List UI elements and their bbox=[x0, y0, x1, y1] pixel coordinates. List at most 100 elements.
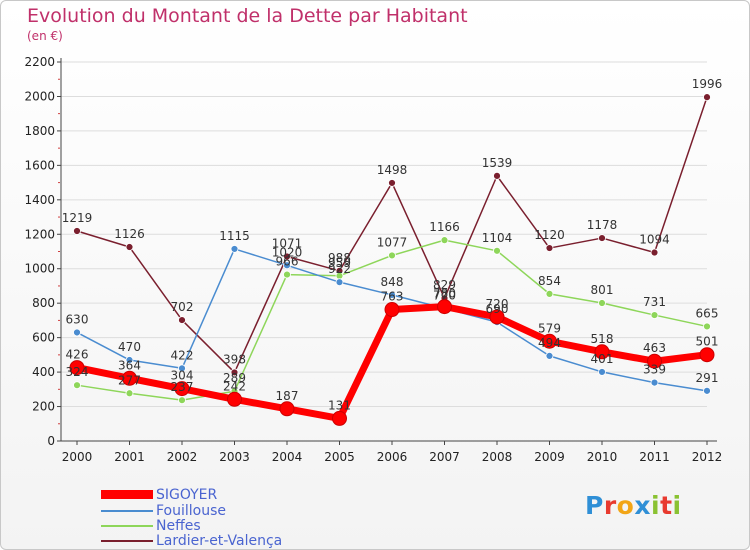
logo-letter: i bbox=[672, 491, 682, 520]
y-tick-label: 1000 bbox=[24, 262, 55, 276]
data-label-lardier-et-valen-a: 1178 bbox=[587, 218, 618, 232]
data-point-neffes bbox=[440, 236, 449, 245]
data-label-lardier-et-valen-a: 1498 bbox=[377, 163, 408, 177]
data-label-fouillouse: 339 bbox=[643, 363, 666, 377]
data-point-lardier-et-valen-a bbox=[650, 248, 659, 257]
y-tick-label: 1200 bbox=[24, 227, 55, 241]
data-label-lardier-et-valen-a: 1094 bbox=[639, 233, 670, 247]
data-label-sigoyer: 763 bbox=[381, 290, 404, 304]
x-tick-label: 2009 bbox=[534, 450, 565, 464]
data-point-lardier-et-valen-a bbox=[388, 179, 396, 187]
x-tick-label: 2002 bbox=[167, 450, 198, 464]
data-point-sigoyer bbox=[594, 344, 610, 360]
data-point-neffes bbox=[125, 389, 134, 398]
data-label-lardier-et-valen-a: 702 bbox=[171, 300, 194, 314]
data-point-sigoyer bbox=[279, 401, 295, 417]
data-label-neffes: 324 bbox=[66, 365, 89, 379]
data-point-fouillouse bbox=[125, 356, 134, 364]
x-tick-label: 2012 bbox=[692, 450, 723, 464]
data-label-lardier-et-valen-a: 1126 bbox=[114, 227, 145, 241]
logo-letter: r bbox=[603, 491, 617, 520]
x-tick-label: 2003 bbox=[219, 450, 250, 464]
legend-swatch bbox=[101, 524, 153, 527]
data-point-lardier-et-valen-a bbox=[493, 171, 501, 180]
data-point-neffes bbox=[73, 381, 81, 390]
data-point-sigoyer bbox=[384, 302, 400, 318]
data-point-lardier-et-valen-a bbox=[545, 244, 554, 252]
data-label-sigoyer: 463 bbox=[643, 341, 666, 355]
data-point-fouillouse bbox=[283, 261, 291, 270]
data-point-sigoyer bbox=[699, 347, 715, 363]
data-point-fouillouse bbox=[178, 364, 186, 373]
data-label-lardier-et-valen-a: 1219 bbox=[62, 211, 93, 225]
data-label-lardier-et-valen-a: 1996 bbox=[692, 77, 723, 91]
data-point-sigoyer bbox=[227, 391, 242, 407]
data-label-fouillouse: 630 bbox=[66, 312, 89, 326]
y-tick-label: 400 bbox=[32, 365, 55, 379]
data-point-neffes bbox=[650, 311, 659, 319]
x-tick-label: 2011 bbox=[639, 450, 670, 464]
data-label-fouillouse: 1020 bbox=[272, 245, 303, 259]
data-label-fouillouse: 1115 bbox=[219, 229, 250, 243]
data-label-neffes: 277 bbox=[118, 373, 141, 387]
data-label-fouillouse: 291 bbox=[696, 371, 719, 385]
data-label-lardier-et-valen-a: 829 bbox=[433, 278, 456, 292]
data-label-fouillouse: 922 bbox=[328, 262, 351, 276]
data-point-fouillouse bbox=[545, 351, 554, 360]
data-point-lardier-et-valen-a bbox=[73, 227, 81, 235]
data-point-sigoyer bbox=[69, 360, 85, 376]
x-tick-label: 2010 bbox=[587, 450, 618, 464]
data-label-sigoyer: 187 bbox=[276, 389, 299, 403]
logo-letter: i bbox=[651, 491, 661, 520]
y-tick-label: 200 bbox=[32, 400, 55, 414]
x-tick-label: 2006 bbox=[377, 450, 408, 464]
data-label-neffes: 959 bbox=[328, 256, 351, 270]
data-label-sigoyer: 426 bbox=[66, 348, 89, 362]
data-point-fouillouse bbox=[388, 291, 396, 299]
x-tick-label: 2004 bbox=[272, 450, 303, 464]
data-point-sigoyer bbox=[437, 299, 452, 315]
data-label-sigoyer: 304 bbox=[171, 369, 194, 383]
y-tick-label: 800 bbox=[32, 296, 55, 310]
y-tick-label: 1400 bbox=[24, 193, 55, 207]
data-label-neffes: 731 bbox=[643, 295, 666, 309]
data-point-neffes bbox=[598, 299, 606, 307]
logo-letter: x bbox=[634, 491, 651, 520]
y-tick-label: 600 bbox=[32, 331, 55, 345]
data-label-neffes: 854 bbox=[538, 274, 561, 288]
data-label-neffes: 801 bbox=[591, 283, 614, 297]
x-tick-label: 2008 bbox=[482, 450, 513, 464]
data-point-neffes bbox=[388, 251, 396, 260]
data-label-lardier-et-valen-a: 988 bbox=[328, 251, 351, 265]
y-tick-label: 2000 bbox=[24, 89, 55, 103]
y-tick-label: 2200 bbox=[24, 55, 55, 69]
logo-letter: t bbox=[660, 491, 673, 520]
data-label-sigoyer: 579 bbox=[538, 321, 561, 335]
data-point-fouillouse bbox=[703, 386, 711, 395]
data-label-fouillouse: 494 bbox=[538, 336, 561, 350]
data-label-neffes: 966 bbox=[276, 255, 299, 269]
data-point-lardier-et-valen-a bbox=[178, 316, 186, 324]
y-tick-label: 1800 bbox=[24, 124, 55, 138]
legend-label: SIGOYER bbox=[156, 486, 218, 503]
data-label-fouillouse: 422 bbox=[171, 348, 194, 362]
data-point-neffes bbox=[545, 289, 554, 298]
data-point-neffes bbox=[703, 322, 711, 331]
data-point-neffes bbox=[178, 396, 186, 405]
data-point-sigoyer bbox=[332, 410, 347, 426]
data-label-sigoyer: 501 bbox=[696, 335, 719, 349]
data-point-fouillouse bbox=[650, 378, 659, 387]
data-label-fouillouse: 770 bbox=[433, 288, 456, 302]
data-point-lardier-et-valen-a bbox=[598, 234, 606, 242]
legend-label: Neffes bbox=[156, 517, 201, 534]
legend-label: Lardier-et-Valença bbox=[156, 532, 283, 549]
data-label-neffes: 1077 bbox=[377, 235, 408, 249]
data-point-lardier-et-valen-a bbox=[230, 368, 239, 377]
legend-label: Fouillouse bbox=[156, 502, 227, 519]
data-point-lardier-et-valen-a bbox=[703, 93, 711, 102]
data-label-neffes: 289 bbox=[223, 371, 246, 385]
data-label-neffes: 1166 bbox=[429, 220, 460, 234]
y-tick-label: 0 bbox=[47, 434, 55, 448]
data-point-sigoyer bbox=[174, 381, 190, 397]
